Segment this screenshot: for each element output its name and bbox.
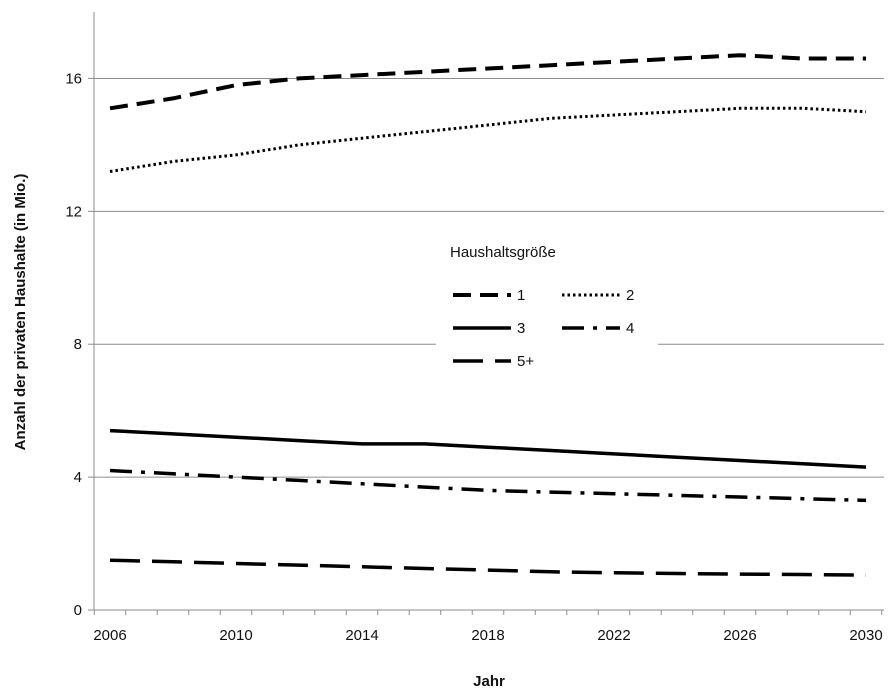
x-tick-label: 2030: [849, 627, 882, 644]
legend-label: 5+: [517, 353, 534, 370]
legend-label: 1: [517, 287, 525, 304]
legend-label: 4: [626, 320, 634, 337]
y-axis-title: Anzahl der privaten Haushalte (in Mio.): [12, 174, 29, 451]
series-line-3: [109, 428, 867, 469]
legend: Haushaltsgröße 1 2 3 4 5+: [436, 232, 658, 382]
x-tick-label: 2026: [723, 627, 756, 644]
x-tick-label: 2006: [93, 627, 126, 644]
legend-title: Haushaltsgröße: [450, 244, 556, 261]
x-tick-label: 2014: [345, 627, 378, 644]
legend-background: [436, 232, 658, 382]
series-line-2: [109, 106, 867, 173]
legend-label: 2: [626, 287, 634, 304]
x-tick-label: 2018: [471, 627, 504, 644]
x-tick-label: 2010: [219, 627, 252, 644]
gridlines: [94, 77, 884, 478]
series-line-4: [109, 468, 867, 503]
y-tick-label: 12: [65, 203, 82, 220]
x-tick-label: 2022: [597, 627, 630, 644]
series-line-5plus: [109, 558, 867, 577]
y-tick-label: 0: [74, 602, 82, 619]
series-line-1: [109, 53, 866, 111]
x-axis-title: Jahr: [473, 673, 505, 690]
axes: [88, 12, 884, 615]
y-tick-label: 4: [74, 469, 82, 486]
y-tick-label: 16: [65, 70, 82, 87]
legend-label: 3: [517, 320, 525, 337]
legend-items: 1 2 3 4 5+: [453, 287, 634, 370]
y-tick-label: 8: [74, 336, 82, 353]
series-lines: [109, 53, 867, 577]
